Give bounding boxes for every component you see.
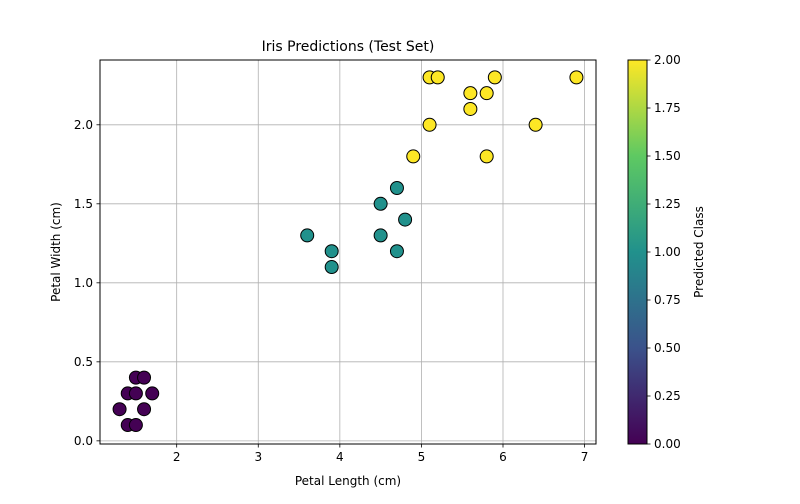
y-tick-label: 1.5	[74, 197, 93, 211]
scatter-point	[145, 386, 160, 401]
scatter-point	[463, 101, 478, 116]
scatter-point	[128, 418, 143, 433]
x-axis-ticks: 2 3 4 5 6 7	[173, 444, 589, 464]
scatter-point	[137, 402, 152, 417]
colorbar-tick-label: 1.75	[654, 101, 681, 115]
chart-title: Iris Predictions (Test Set)	[262, 39, 435, 55]
colorbar-tick-label: 0.25	[654, 389, 681, 403]
colorbar-tick-label: 0.00	[654, 437, 681, 451]
colorbar-tick-label: 2.00	[654, 53, 681, 67]
colorbar: 0.00 0.25 0.50 0.75 1.00 1.25 1.50 1.75 2.00 Pre…	[627, 53, 706, 451]
y-tick-label: 0.5	[74, 355, 93, 369]
y-tick-label: 0.0	[74, 434, 93, 448]
scatter-point	[398, 212, 413, 227]
x-tick-label: 5	[418, 450, 426, 464]
plot-area	[99, 59, 597, 445]
scatter-point	[479, 86, 494, 101]
y-tick-label: 1.0	[74, 276, 93, 290]
scatter-point	[422, 117, 437, 132]
x-tick-label: 4	[336, 450, 344, 464]
scatter-point	[569, 70, 584, 85]
scatter-point	[112, 402, 127, 417]
scatter-point	[479, 149, 494, 164]
scatter-point	[389, 181, 404, 195]
colorbar-tick-label: 1.50	[654, 149, 681, 163]
scatter-points	[112, 70, 584, 433]
scatter-point	[137, 370, 152, 385]
y-tick-label: 2.0	[74, 118, 93, 132]
scatter-point	[324, 260, 339, 275]
y-axis-ticks: 0.0 0.5 1.0 1.5 2.0	[74, 118, 100, 448]
x-tick-label: 3	[254, 450, 262, 464]
scatter-point	[406, 149, 421, 164]
scatter-point	[389, 244, 404, 259]
plot-frame	[99, 59, 597, 445]
y-axis-title: Petal Width (cm)	[49, 202, 63, 302]
scatter-point	[324, 244, 339, 259]
colorbar-gradient	[627, 59, 648, 445]
scatter-point	[528, 117, 543, 132]
grid-lines	[100, 60, 596, 444]
colorbar-tick-label: 1.00	[654, 245, 681, 259]
x-axis-title: Petal Length (cm)	[295, 474, 401, 488]
scatter-point	[430, 70, 445, 85]
plot-background	[100, 60, 596, 444]
colorbar-tick-label: 1.25	[654, 197, 681, 211]
scatter-point	[487, 70, 502, 85]
x-tick-label: 7	[581, 450, 589, 464]
scatter-point	[128, 386, 143, 401]
scatter-point	[300, 228, 315, 243]
colorbar-ticks: 0.00 0.25 0.50 0.75 1.00 1.25 1.50 1.75 2.00	[647, 53, 681, 451]
scatter-point	[373, 196, 388, 211]
x-tick-label: 6	[499, 450, 507, 464]
scatter-point	[463, 86, 478, 101]
colorbar-tick-label: 0.75	[654, 293, 681, 307]
x-tick-label: 2	[173, 450, 181, 464]
scatter-point	[373, 228, 388, 243]
colorbar-tick-label: 0.50	[654, 341, 681, 355]
colorbar-title: Predicted Class	[692, 206, 706, 298]
